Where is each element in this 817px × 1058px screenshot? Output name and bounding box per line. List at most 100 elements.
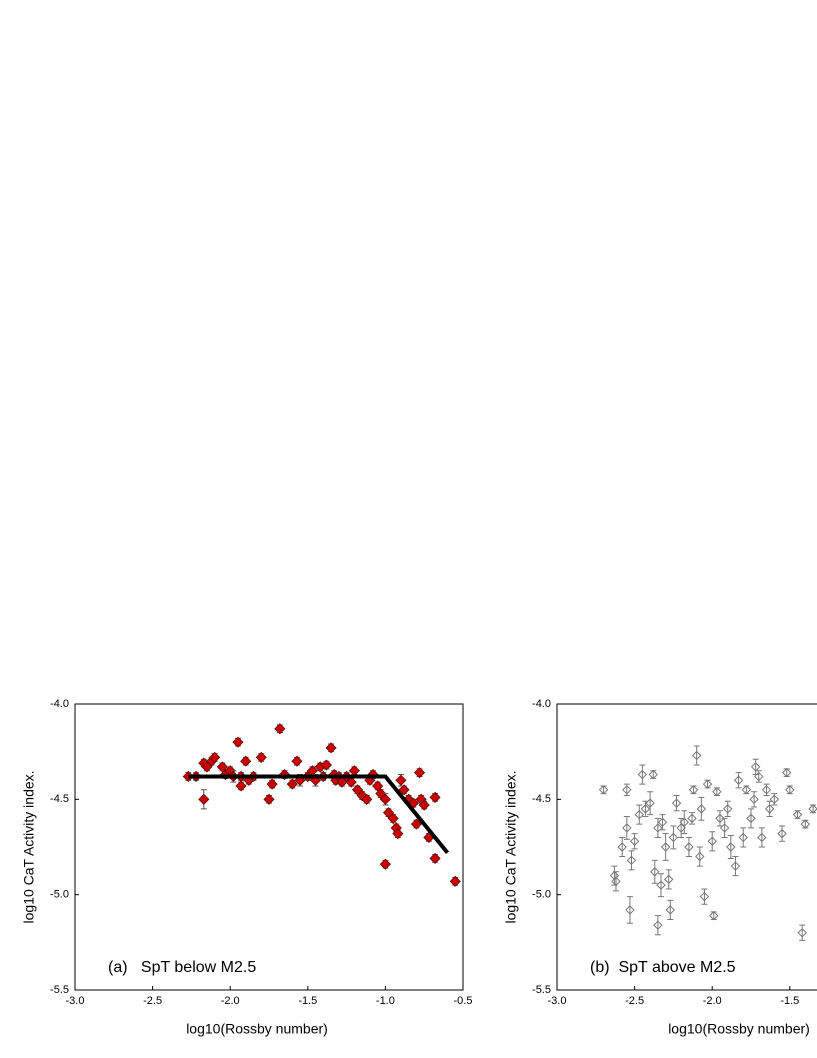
plot-area (556, 703, 817, 991)
point (348, 765, 360, 777)
point (657, 817, 668, 827)
point (777, 828, 787, 839)
point (781, 767, 792, 778)
x-tick-label: -2.0 (703, 995, 722, 1007)
error-bar (600, 785, 607, 795)
point (664, 874, 674, 885)
point (598, 785, 609, 795)
point (764, 804, 775, 814)
point (198, 793, 210, 805)
point (761, 785, 772, 795)
point (413, 767, 426, 779)
error-bar (654, 817, 661, 838)
point (665, 905, 676, 915)
error-bar (758, 827, 765, 848)
point (325, 742, 337, 754)
error-bar (673, 795, 680, 812)
point (684, 842, 694, 852)
point (392, 828, 404, 840)
point (808, 804, 817, 814)
error-bar (704, 779, 711, 789)
error-bar (727, 835, 734, 859)
point (410, 818, 423, 830)
point (622, 823, 632, 833)
y-tick-label: -5.5 (50, 984, 69, 996)
error-bar (698, 796, 705, 821)
point (379, 858, 391, 870)
point (232, 736, 244, 748)
point (726, 842, 736, 852)
error-bar (662, 833, 669, 861)
point (691, 750, 702, 761)
y-tick-label: -5.5 (532, 984, 551, 996)
error-bar (654, 915, 661, 936)
error-bar (724, 800, 731, 817)
y-axis-label: log10 CaT Activity index. (21, 770, 37, 923)
point (668, 832, 679, 843)
error-bar (701, 888, 708, 905)
error-bar (647, 791, 654, 816)
panel: -5.5 -5.0 -4.5 -4.0 -3.0 -2.5 -2.0 -1.5 log10(Ro… (503, 698, 817, 1037)
point (637, 769, 648, 780)
error-bar (690, 785, 697, 795)
point (702, 779, 713, 789)
point (723, 804, 733, 814)
point (398, 784, 410, 796)
point (733, 775, 744, 785)
point (750, 762, 761, 772)
annotation-box (584, 954, 742, 982)
point (699, 891, 710, 902)
point (707, 836, 717, 846)
point (617, 842, 627, 852)
point (645, 798, 655, 808)
error-bar (783, 768, 790, 777)
error-bar (693, 745, 700, 766)
point (687, 813, 697, 824)
point (266, 778, 278, 790)
point (688, 785, 699, 795)
point (320, 759, 332, 771)
panel: -5.5 -5.0 -4.5 -4.0 -3.0 -2.5 -2.0 -1.5 -1.0 -0.5… (21, 698, 473, 1037)
error-bar (779, 825, 786, 842)
point (395, 774, 407, 786)
error-bar (740, 827, 747, 848)
point (650, 867, 660, 877)
point (653, 920, 663, 930)
x-tick-label: -2.5 (143, 995, 162, 1007)
point (622, 785, 632, 795)
point (653, 823, 663, 833)
error-bar (659, 814, 666, 831)
point (263, 793, 275, 805)
point (255, 751, 267, 763)
point (757, 832, 767, 843)
x-tick-label: -1.0 (376, 995, 395, 1007)
point (800, 819, 811, 829)
point (730, 861, 741, 871)
point (449, 875, 461, 887)
point (797, 928, 807, 938)
point (216, 761, 229, 773)
fit-line (188, 774, 450, 854)
error-bar (670, 825, 677, 850)
point (274, 723, 286, 735)
point (361, 793, 373, 805)
annotation: (b) SpT above M2.5 (590, 959, 736, 976)
point (738, 832, 748, 843)
error-bar (794, 810, 801, 819)
point (609, 870, 620, 881)
x-axis-label: log10(Rossby number) (668, 1021, 810, 1037)
error-bar (612, 871, 619, 892)
point (746, 813, 756, 824)
y-tick-label: -5.0 (50, 889, 69, 901)
error-bar (626, 896, 633, 924)
point (345, 776, 357, 788)
point (429, 791, 441, 803)
point (387, 812, 399, 824)
error-bar (639, 764, 646, 785)
error-bar (650, 770, 657, 779)
error-bar (696, 846, 703, 867)
x-tick-label: -3.0 (548, 995, 567, 1007)
point (712, 786, 722, 797)
y-tick-label: -4.0 (532, 698, 551, 710)
y-axis-label: log10 CaT Activity index. (503, 770, 519, 923)
